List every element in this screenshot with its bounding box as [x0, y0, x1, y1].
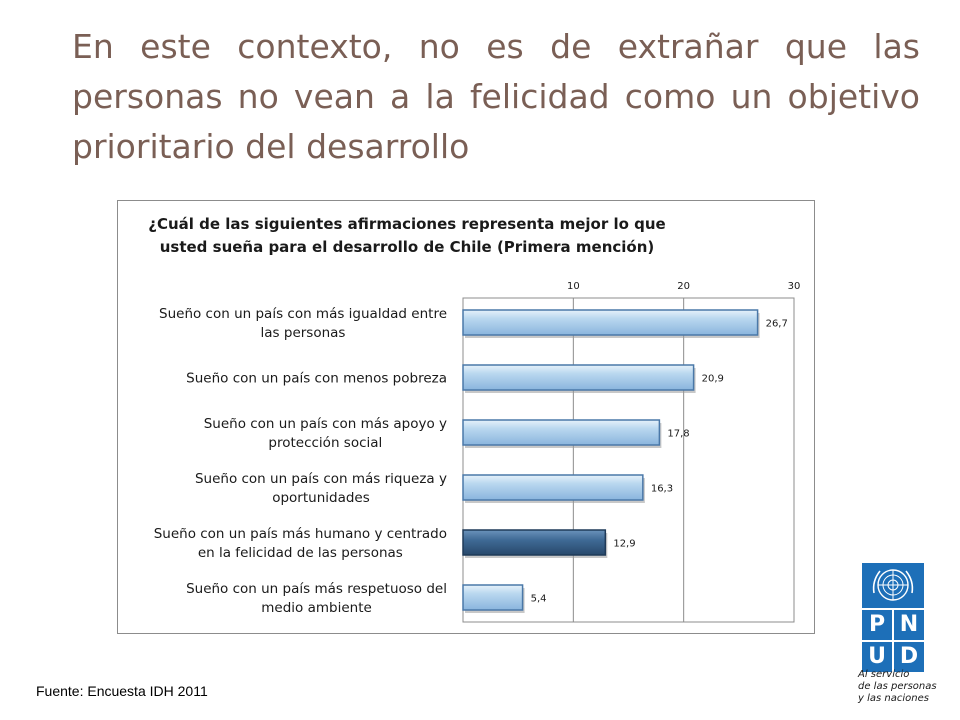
logo-letter-d: D	[894, 642, 924, 672]
category-label: oportunidades	[272, 490, 370, 506]
data-label: 5,4	[531, 594, 547, 605]
category-label: Sueño con un país con más riqueza y	[195, 471, 447, 487]
category-label: Sueño con un país con más igualdad entre	[159, 306, 447, 322]
category-label: medio ambiente	[261, 600, 372, 616]
category-label: en la felicidad de las personas	[198, 545, 403, 561]
category-label: Sueño con un país más respetuoso del	[186, 581, 447, 597]
x-tick-label: 30	[788, 281, 801, 292]
x-tick-label: 10	[567, 281, 580, 292]
bar	[462, 309, 759, 336]
chart-frame	[117, 200, 815, 634]
bar	[462, 364, 695, 391]
data-label: 26,7	[766, 319, 788, 330]
data-label: 16,3	[651, 484, 673, 495]
bar-highlighted	[462, 529, 607, 556]
bar	[462, 584, 524, 611]
bar	[462, 419, 661, 446]
un-emblem-icon	[862, 563, 924, 608]
category-label: Sueño con un país más humano y centrado	[154, 526, 447, 542]
logo-letter-u: U	[862, 642, 892, 672]
data-label: 12,9	[613, 539, 635, 550]
category-label: Sueño con un país con más apoyo y	[204, 416, 447, 432]
plot-area	[462, 297, 795, 623]
chart-title: ¿Cuál de las siguientes afirmaciones rep…	[148, 215, 666, 256]
category-label: protección social	[268, 435, 382, 451]
logo-letter-p: P	[862, 610, 892, 640]
x-tick-label: 20	[677, 281, 690, 292]
category-label: las personas	[261, 325, 346, 341]
data-label: 17,8	[667, 429, 689, 440]
data-label: 20,9	[702, 374, 724, 385]
logo-tagline: Al servicio de las personas y las nacion…	[858, 669, 937, 704]
category-label: Sueño con un país con menos pobreza	[186, 371, 447, 387]
slide-title: En este contexto, no es de extrañar que …	[72, 27, 920, 166]
logo-letter-n: N	[894, 610, 924, 640]
source-note: Fuente: Encuesta IDH 2011	[36, 683, 208, 699]
bar	[462, 474, 644, 501]
